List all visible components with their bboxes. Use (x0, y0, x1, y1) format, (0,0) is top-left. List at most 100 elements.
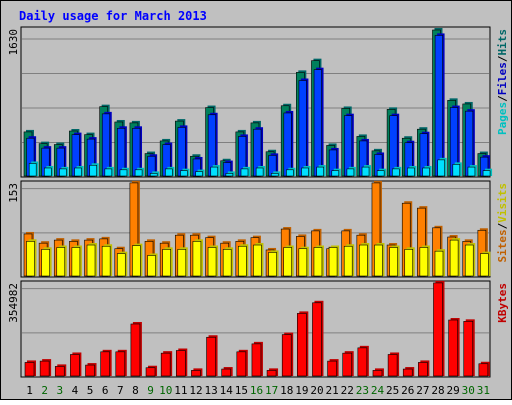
kbytes-bar-day-4 (70, 352, 82, 377)
pages-bar-day-6 (104, 166, 114, 177)
kbytes-bar-day-14 (221, 367, 233, 377)
x-tick-label: 10 (159, 384, 172, 397)
pages-bar-day-1 (28, 161, 39, 177)
pages-bar-day-18 (286, 167, 296, 177)
kbytes-bar-day-25 (387, 352, 400, 377)
legend-entry: KBytes (496, 283, 509, 323)
pages-bar-day-31 (482, 168, 493, 177)
x-tick-label: 4 (72, 384, 79, 397)
x-tick-label: 8 (132, 384, 139, 397)
pages-bar-day-5 (89, 163, 99, 177)
kbytes-ymax-label: 354982 (7, 283, 20, 323)
pages-bar-day-3 (59, 166, 69, 177)
kbytes-bar-day-31 (478, 361, 490, 377)
kbytes-bar-day-1 (24, 360, 36, 377)
visits-bar-day-26 (404, 247, 415, 277)
pages-bar-day-12 (195, 169, 205, 177)
visits-bar-day-30 (464, 243, 476, 277)
kbytes-bar-day-11 (175, 348, 188, 377)
pages-bar-day-8 (134, 167, 145, 177)
visits-bar-day-1 (26, 239, 37, 277)
kbytes-bar-day-29 (448, 318, 460, 377)
x-tick-label: 19 (295, 384, 308, 397)
x-tick-label: 22 (341, 384, 354, 397)
visits-bar-day-12 (192, 239, 203, 277)
visits-bar-day-10 (162, 247, 173, 277)
kbytes-bar-day-17 (266, 368, 279, 377)
pages-bar-day-27 (422, 165, 432, 177)
kbytes-bar-day-19 (297, 311, 309, 377)
pages-bar-day-21 (331, 168, 341, 177)
x-tick-label: 28 (431, 384, 444, 397)
x-tick-label: 21 (326, 384, 339, 397)
kbytes-bar-day-15 (236, 349, 248, 377)
pages-bar-day-23 (361, 165, 372, 177)
visits-bar-day-9 (147, 253, 158, 277)
x-tick-label: 20 (310, 384, 323, 397)
x-tick-label: 23 (356, 384, 369, 397)
pages-bar-day-24 (376, 168, 387, 177)
visits-bar-day-16 (253, 243, 264, 277)
visits-bar-day-22 (343, 244, 355, 277)
kbytes-bar-day-2 (39, 359, 52, 377)
pages-bar-day-9 (149, 171, 160, 177)
x-tick-label: 27 (416, 384, 429, 397)
files-bar-day-25 (389, 113, 400, 177)
visits-bar-day-7 (116, 251, 128, 277)
visits-bar-day-29 (449, 238, 461, 277)
pages-bar-day-25 (391, 166, 402, 177)
x-tick-label: 16 (250, 384, 263, 397)
kbytes-bar-day-9 (145, 365, 158, 377)
x-tick-label: 12 (189, 384, 202, 397)
x-tick-label: 3 (57, 384, 64, 397)
visits-bar-day-25 (389, 245, 400, 277)
x-tick-label: 2 (41, 384, 48, 397)
visits-bar-day-20 (313, 245, 324, 277)
pages-bar-day-11 (180, 168, 190, 177)
visits-bar-day-11 (177, 247, 188, 277)
visits-bar-day-15 (238, 244, 249, 277)
visits-bar-day-8 (132, 243, 143, 277)
x-tick-label: 14 (220, 384, 234, 397)
pages-bar-day-7 (119, 167, 129, 177)
pages-bar-day-16 (255, 165, 266, 177)
legend-entry: / (496, 95, 509, 102)
visits-sites-panel: 153 Sites/Visits (7, 180, 509, 278)
kbytes-bar-day-24 (372, 368, 384, 377)
visits-bar-day-14 (222, 247, 234, 277)
kbytes-legend: KBytes (496, 283, 509, 323)
pages-bar-day-20 (316, 165, 326, 177)
x-tick-label: 1 (26, 384, 33, 397)
kbytes-bar-day-16 (251, 341, 263, 377)
files-bar-day-19 (298, 78, 309, 177)
pages-bar-day-13 (210, 165, 220, 177)
pages-bar-day-19 (301, 165, 311, 177)
x-tick-label: 7 (117, 384, 124, 397)
chart-title: Daily usage for March 2013 (19, 9, 207, 23)
pages-bar-day-26 (407, 165, 417, 177)
kbytes-bar-day-18 (281, 332, 294, 377)
x-tick-label: 11 (174, 384, 187, 397)
kbytes-bar-day-10 (160, 351, 173, 377)
visits-bar-day-19 (298, 246, 309, 277)
pages-bar-day-30 (467, 165, 477, 177)
kbytes-bar-day-6 (100, 349, 112, 377)
files-bar-day-20 (313, 67, 324, 177)
files-bar-day-11 (177, 125, 188, 177)
visits-sites-ymax-label: 153 (7, 183, 20, 203)
visits-bar-day-6 (101, 244, 113, 277)
visits-bar-day-18 (283, 245, 294, 277)
kbytes-bar-day-30 (463, 319, 475, 377)
legend-entry: Visits (496, 183, 509, 223)
pages-bar-day-28 (437, 157, 447, 177)
visits-bar-day-2 (41, 247, 52, 277)
kbytes-bar-day-23 (357, 345, 369, 377)
visits-bar-day-5 (86, 243, 98, 277)
files-bar-day-18 (283, 110, 294, 177)
x-tick-label: 9 (147, 384, 154, 397)
pages-bar-day-15 (240, 166, 251, 177)
visits-bar-day-21 (328, 245, 340, 277)
x-tick-label: 25 (386, 384, 399, 397)
